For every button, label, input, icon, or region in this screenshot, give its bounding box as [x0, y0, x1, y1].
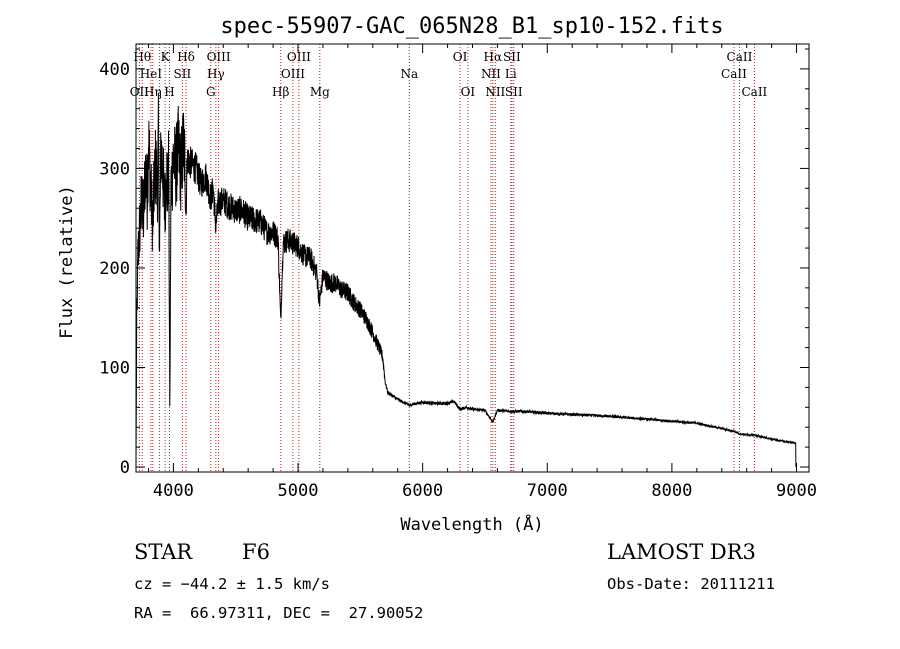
x-tick-label: 5000 [278, 481, 319, 501]
spectral-line-label: K [161, 50, 171, 64]
x-tick-label: 8000 [651, 481, 692, 501]
spectral-line-label: CaII [721, 67, 747, 81]
spectral-line-label: Hη [144, 85, 162, 99]
y-tick-label: 300 [99, 159, 130, 179]
x-tick-label: 6000 [402, 481, 443, 501]
spectral-line-label: HeI [140, 67, 163, 81]
spectral-line-label: H [164, 85, 174, 99]
spectral-line-label: SII [503, 50, 521, 64]
x-tick-label: 9000 [776, 481, 817, 501]
spectral-line-label: Hγ [207, 67, 225, 81]
chart-title: spec-55907-GAC_065N28_B1_sp10-152.fits [220, 14, 723, 39]
y-tick-label: 200 [99, 259, 130, 279]
spectral-line-label: OI [453, 50, 468, 64]
spectral-line-label: CaII [741, 85, 767, 99]
spectral-line-label: Hθ [133, 50, 151, 64]
spectral-line-label: NII [485, 85, 505, 99]
spectrum-line [135, 92, 797, 468]
object-subclass: F6 [242, 540, 270, 564]
spectral-line-label: OIII [207, 50, 231, 64]
spectral-line-label: Mg [310, 85, 330, 99]
spectral-line-label: Na [400, 67, 418, 81]
y-axis-label: Flux (relative) [57, 185, 77, 339]
spectral-line-label: OII [130, 85, 150, 99]
x-axis-label: Wavelength (Å) [400, 513, 543, 535]
spectral-line-label: Hα [484, 50, 503, 64]
spectral-line-label: OIII [281, 67, 305, 81]
spectral-line-label: OIII [287, 50, 311, 64]
observation-date: Obs-Date: 20111211 [607, 575, 775, 593]
axis-ticks: 4000 5000 6000 7000 8000 9000 0 100 200 300 400 [99, 44, 817, 501]
survey-name: LAMOST DR3 [607, 540, 756, 564]
spectral-line-label: CaII [727, 50, 753, 64]
y-tick-label: 100 [99, 358, 130, 378]
x-tick-label: 4000 [153, 481, 194, 501]
sky-coordinates: RA = 66.97311, DEC = 27.90052 [134, 604, 424, 622]
spectral-line-label: SII [505, 85, 523, 99]
y-tick-label: 400 [99, 60, 130, 80]
spectral-line-label: NII [481, 67, 501, 81]
spectral-lines [138, 44, 755, 472]
spectral-line-label: G [206, 85, 216, 99]
y-tick-label: 0 [120, 458, 130, 478]
spectral-line-label: SII [174, 67, 192, 81]
object-class: STAR [134, 540, 193, 564]
spectral-line-label: Hβ [272, 85, 289, 99]
spectral-line-label: OI [461, 85, 476, 99]
redshift-velocity: cz = −44.2 ± 1.5 km/s [134, 575, 330, 593]
x-tick-label: 7000 [527, 481, 568, 501]
spectral-line-label: Li [505, 67, 517, 81]
line-labels: OIIHθHeIHηKHSIIHδGHγOIIIHβOIIIOIIIMgNaOI… [130, 50, 768, 99]
spectral-line-label: Hδ [177, 50, 195, 64]
